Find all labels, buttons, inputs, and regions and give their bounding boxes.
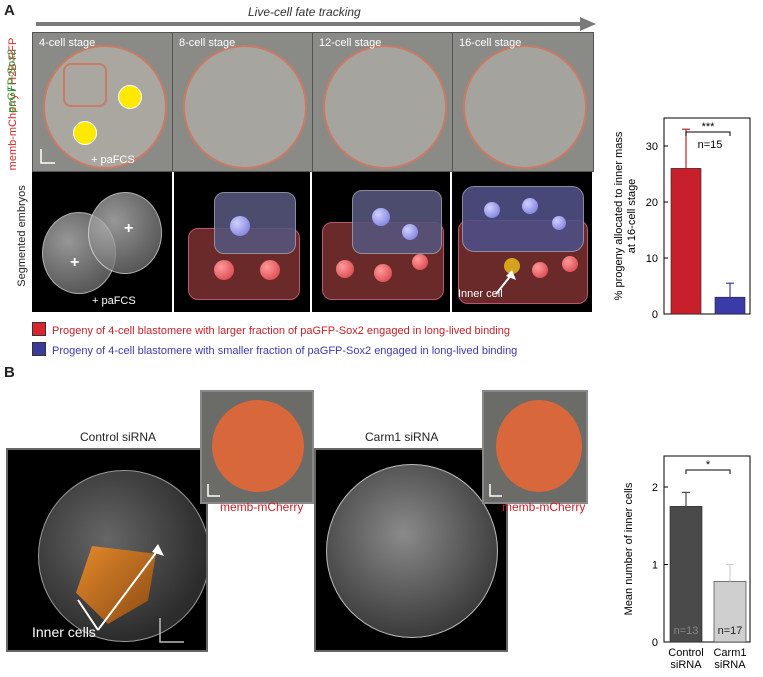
category-label: Control — [668, 647, 703, 659]
n-label: n=15 — [698, 139, 723, 151]
legend-text-blue: Progeny of 4-cell blastomere with smalle… — [52, 345, 518, 357]
inner-cells-label: Inner cells — [32, 624, 96, 640]
stage-label-12cell: 12-cell stage — [319, 37, 382, 49]
legend-swatch-blue — [32, 342, 46, 356]
significance-stars: * — [706, 459, 711, 471]
y-tick-label: 2 — [652, 482, 658, 494]
legend-item-smaller: Progeny of 4-cell blastomere with smalle… — [32, 342, 517, 357]
y-axis-label-line: at 16-cell stage — [626, 179, 638, 254]
y-tick-label: 1 — [652, 560, 658, 572]
micro-12cell: 12-cell stage — [312, 32, 454, 172]
carm1-title: Carm1 siRNA — [365, 430, 439, 444]
chart-b: 0 1 2 n=13 Control siRNA n=17 Carm1 siRNA Mean nu… — [606, 450, 758, 672]
stage-label-4cell: 4-cell stage — [39, 37, 96, 49]
scale-axes-icon-b — [159, 618, 184, 643]
bar — [670, 168, 702, 315]
category-label: siRNA — [670, 659, 702, 671]
category-label: Carm1 — [713, 647, 746, 659]
control-inset-label: memb-mCherry — [220, 500, 304, 514]
significance-bracket — [685, 469, 731, 474]
legend-text-red: Progeny of 4-cell blastomere with larger… — [52, 325, 510, 337]
category-label: siRNA — [714, 659, 746, 671]
seg-8cell — [174, 172, 310, 312]
panel-a-letter: A — [4, 2, 15, 19]
bar-label: n=17 — [718, 625, 743, 637]
micro-16cell: 16-cell stage — [452, 32, 594, 172]
scale-axes-icon — [40, 149, 55, 164]
plot-frame — [663, 455, 751, 643]
inner-cell-arrow-icon — [495, 270, 516, 295]
arrow-title: Live-cell fate tracking — [248, 5, 361, 19]
carm1-inset — [482, 390, 588, 504]
panel-b-letter: B — [4, 364, 15, 381]
inset-scale-icon — [207, 484, 220, 497]
legend-item-larger: Progeny of 4-cell blastomere with larger… — [32, 322, 510, 337]
y-tick-label: 0 — [652, 309, 658, 321]
carm1-embryo — [314, 448, 508, 652]
significance-bracket — [685, 131, 731, 136]
arrow-graphic — [36, 17, 596, 31]
legend-swatch-red — [32, 322, 46, 336]
pagfp-sox2-label: paGFP-Sox2 — [6, 49, 18, 113]
y-axis-label-line: % progeny allocated to inner mass — [613, 131, 625, 300]
y-tick-label: 10 — [646, 253, 658, 265]
plot-frame — [663, 117, 751, 315]
inset-scale-icon-2 — [489, 484, 502, 497]
chart-a: 0 10 20 30 % progeny allocated to inner mass… — [606, 108, 758, 326]
bar — [714, 296, 746, 315]
micro-8cell: 8-cell stage — [172, 32, 314, 172]
significance-stars: *** — [702, 121, 716, 133]
bar — [669, 506, 703, 643]
control-embryo: Inner cells — [6, 448, 208, 652]
inner-cell-label: Inner cell — [458, 288, 503, 300]
bar — [713, 581, 747, 643]
chart-a-svg: 0 10 20 30 % progeny allocated to inner mass… — [613, 117, 751, 321]
y-axis-label: % progeny allocated to inner massat 16-c… — [613, 131, 638, 300]
stage-label-8cell: 8-cell stage — [179, 37, 236, 49]
inner-cells-arrows-icon — [77, 544, 164, 631]
carm1-inset-label: memb-mCherry — [502, 500, 586, 514]
y-tick-label: 30 — [646, 141, 658, 153]
control-title: Control siRNA — [80, 430, 157, 444]
control-inset — [200, 390, 314, 504]
fate-tracking-arrow — [36, 4, 596, 32]
y-tick-label: 0 — [652, 637, 658, 649]
seg-12cell — [312, 172, 450, 312]
y-tick-label: 20 — [646, 197, 658, 209]
seg-16cell: Inner cell — [452, 172, 592, 312]
micro-4cell: 4-cell stage + paFCS — [32, 32, 174, 172]
pafcs-seg-label: + paFCS — [92, 295, 136, 307]
y-axis-label: Mean number of inner cells — [623, 482, 635, 615]
stage-label-16cell: 16-cell stage — [459, 37, 522, 49]
seg-4cell: + + + paFCS — [32, 172, 172, 312]
bar-label: n=13 — [674, 625, 699, 637]
pafcs-label: + paFCS — [91, 154, 135, 166]
